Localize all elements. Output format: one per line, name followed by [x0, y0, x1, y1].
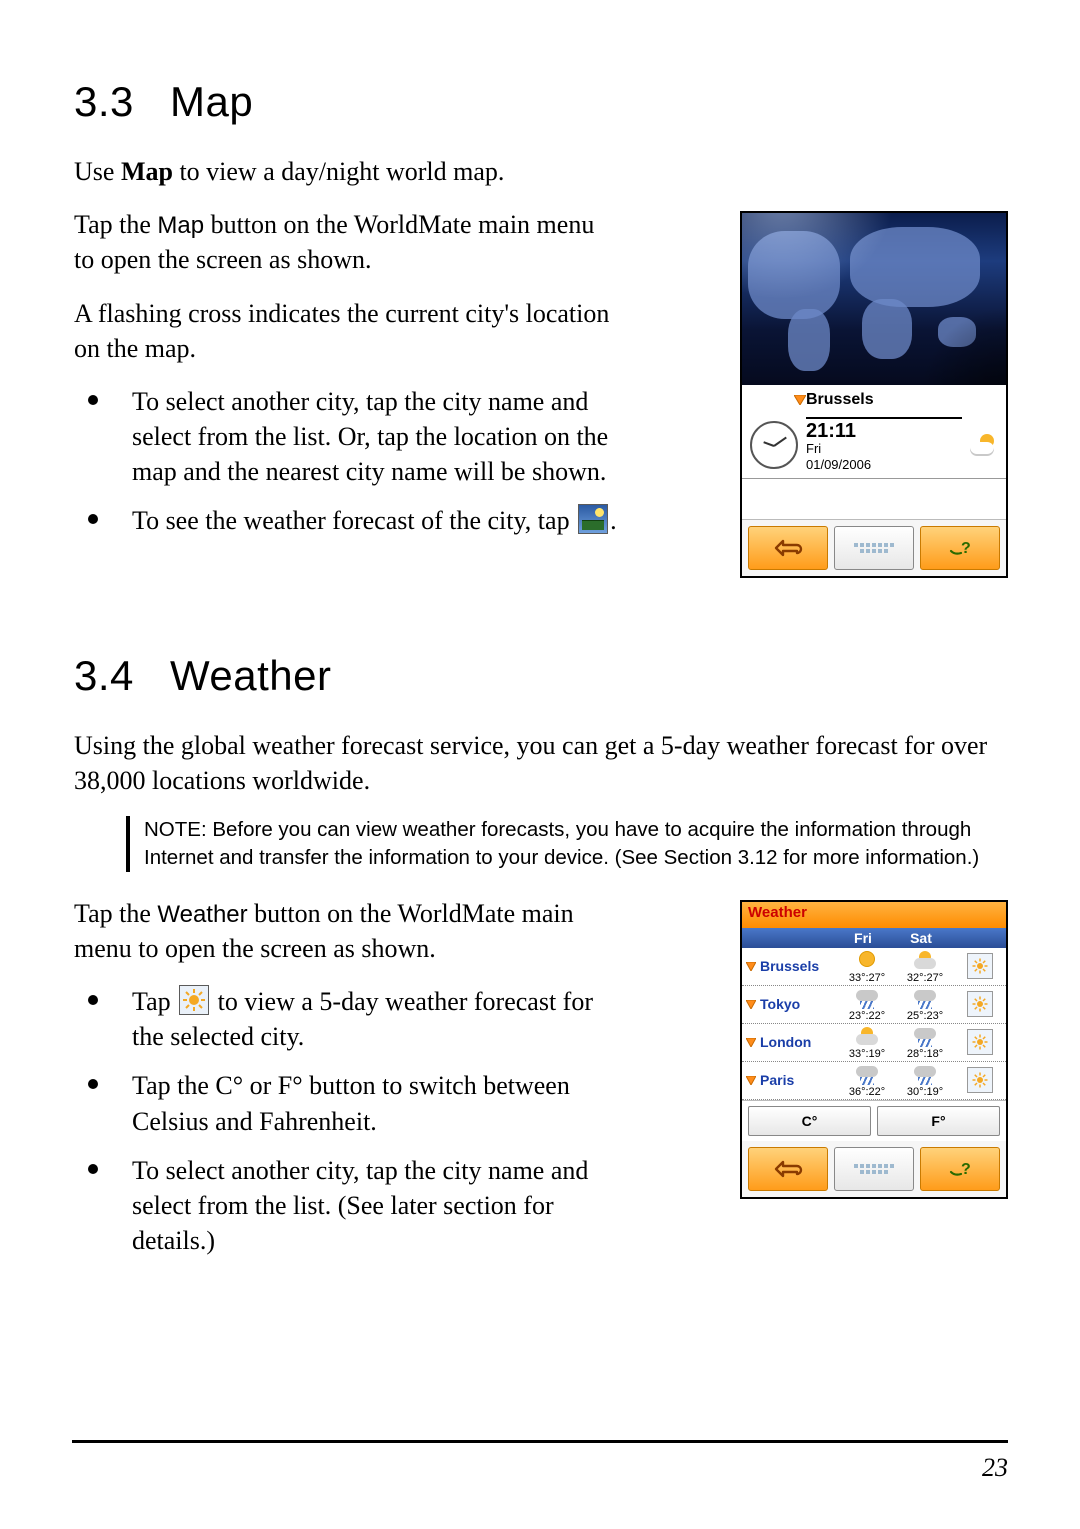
weather-p1: Using the global weather forecast servic… — [74, 728, 1008, 798]
weather-button-bar: ? — [742, 1141, 1006, 1197]
weather-temp: 33°:27° — [838, 972, 896, 984]
map-p2: Tap the Map button on the WorldMate main… — [74, 207, 614, 277]
clock-icon — [750, 421, 798, 469]
weather-icon — [968, 430, 998, 460]
weather-detail-cell — [954, 986, 1006, 1023]
weather-day-cell: 30°:19° — [896, 1062, 954, 1099]
weather-day-cell: 36°:22° — [838, 1062, 896, 1099]
keyboard-button[interactable] — [834, 526, 914, 570]
section-title: Map — [170, 78, 253, 125]
weather-temp: 33°:19° — [838, 1048, 896, 1060]
weather-detail-cell — [954, 1024, 1006, 1061]
weather-p2: Tap the Weather button on the WorldMate … — [74, 896, 614, 966]
weather-detail-cell — [954, 1062, 1006, 1099]
weather-temp: 23°:22° — [838, 1010, 896, 1022]
dropdown-triangle-icon — [794, 395, 806, 405]
forecast-icon — [578, 504, 608, 534]
weather-header: Weather — [742, 902, 1006, 928]
weather-note: NOTE: Before you can view weather foreca… — [126, 816, 1008, 871]
forecast-detail-button[interactable] — [967, 1067, 993, 1093]
weather-city-selector[interactable]: Brussels — [742, 948, 838, 985]
weather-screenshot: Weather Fri Sat Brussels 33°:27°32°:27° To… — [740, 900, 1008, 1199]
map-day: Fri — [806, 441, 962, 457]
weather-detail-cell — [954, 948, 1006, 985]
weather-bullet-3: To select another city, tap the city nam… — [88, 1153, 628, 1258]
weather-day-cell: 33°:19° — [838, 1024, 896, 1061]
weather-glyph-icon — [912, 950, 938, 972]
weather-bullet-1: Tap to view a 5-day weather forecast for… — [88, 984, 628, 1054]
footer-rule — [72, 1440, 1008, 1443]
day-col-1: Fri — [834, 928, 892, 948]
weather-city-selector[interactable]: Tokyo — [742, 986, 838, 1023]
weather-glyph-icon — [912, 988, 938, 1010]
weather-city-name: Paris — [760, 1072, 794, 1088]
map-intro: Use Map to view a day/night world map. — [74, 154, 1008, 189]
map-date: 01/09/2006 — [806, 457, 962, 473]
svg-text:?: ? — [961, 540, 971, 557]
dropdown-triangle-icon — [746, 1038, 756, 1047]
weather-row: London 33°:19°28°:18° — [742, 1024, 1006, 1062]
weather-day-header: Fri Sat — [742, 928, 1006, 948]
weather-temp: 36°:22° — [838, 1086, 896, 1098]
weather-row: Paris 36°:22°30°:19° — [742, 1062, 1006, 1100]
dropdown-triangle-icon — [746, 962, 756, 971]
weather-bullet-2: Tap the C° or F° button to switch betwee… — [88, 1068, 628, 1138]
help-button[interactable]: ? — [920, 1147, 1000, 1191]
map-bullet-1: To select another city, tap the city nam… — [88, 384, 628, 489]
weather-temp: 32°:27° — [896, 972, 954, 984]
map-city-selector[interactable]: Brussels — [750, 389, 998, 411]
weather-city-name: Tokyo — [760, 996, 800, 1012]
weather-glyph-icon — [854, 950, 880, 972]
section-number: 3.4 — [74, 652, 170, 700]
weather-glyph-icon — [912, 1064, 938, 1086]
weather-city-selector[interactable]: Paris — [742, 1062, 838, 1099]
weather-city-name: London — [760, 1034, 811, 1050]
weather-day-cell: 23°:22° — [838, 986, 896, 1023]
weather-glyph-icon — [912, 1026, 938, 1048]
map-time: 21:11 — [806, 421, 962, 441]
weather-glyph-icon — [854, 988, 880, 1010]
forecast-detail-button[interactable] — [967, 991, 993, 1017]
weather-row: Brussels 33°:27°32°:27° — [742, 948, 1006, 986]
world-map — [742, 213, 1006, 385]
section-heading-weather: 3.4Weather — [74, 652, 1008, 700]
weather-row: Tokyo 23°:22°25°:23° — [742, 986, 1006, 1024]
keyboard-button[interactable] — [834, 1147, 914, 1191]
section-number: 3.3 — [74, 78, 170, 126]
weather-glyph-icon — [854, 1064, 880, 1086]
map-bullet-2: To see the weather forecast of the city,… — [88, 503, 628, 538]
forecast-detail-button[interactable] — [967, 953, 993, 979]
unit-toggle-row: C° F° — [742, 1100, 1006, 1141]
map-button-bar: ? — [742, 520, 1006, 576]
back-button[interactable] — [748, 1147, 828, 1191]
dropdown-triangle-icon — [746, 1000, 756, 1009]
forecast-detail-icon — [179, 985, 209, 1015]
map-screenshot: Brussels 21:11 Fri 01/09/2006 — [740, 211, 1008, 578]
weather-temp: 25°:23° — [896, 1010, 954, 1022]
section-heading-map: 3.3Map — [74, 78, 1008, 126]
map-city-name: Brussels — [806, 391, 874, 408]
weather-day-cell: 25°:23° — [896, 986, 954, 1023]
page-number: 23 — [982, 1453, 1008, 1483]
map-p3: A flashing cross indicates the current c… — [74, 296, 614, 366]
section-title: Weather — [170, 652, 331, 699]
help-button[interactable]: ? — [920, 526, 1000, 570]
forecast-detail-button[interactable] — [967, 1029, 993, 1055]
back-button[interactable] — [748, 526, 828, 570]
weather-city-name: Brussels — [760, 958, 819, 974]
day-col-2: Sat — [892, 928, 950, 948]
svg-text:?: ? — [961, 1161, 971, 1178]
fahrenheit-button[interactable]: F° — [877, 1106, 1000, 1136]
blank-row — [742, 479, 1006, 520]
time-block: 21:11 Fri 01/09/2006 — [806, 417, 962, 472]
dropdown-triangle-icon — [746, 1076, 756, 1085]
weather-day-cell: 32°:27° — [896, 948, 954, 985]
weather-temp: 30°:19° — [896, 1086, 954, 1098]
celsius-button[interactable]: C° — [748, 1106, 871, 1136]
weather-day-cell: 33°:27° — [838, 948, 896, 985]
weather-day-cell: 28°:18° — [896, 1024, 954, 1061]
weather-temp: 28°:18° — [896, 1048, 954, 1060]
weather-glyph-icon — [854, 1026, 880, 1048]
weather-city-selector[interactable]: London — [742, 1024, 838, 1061]
